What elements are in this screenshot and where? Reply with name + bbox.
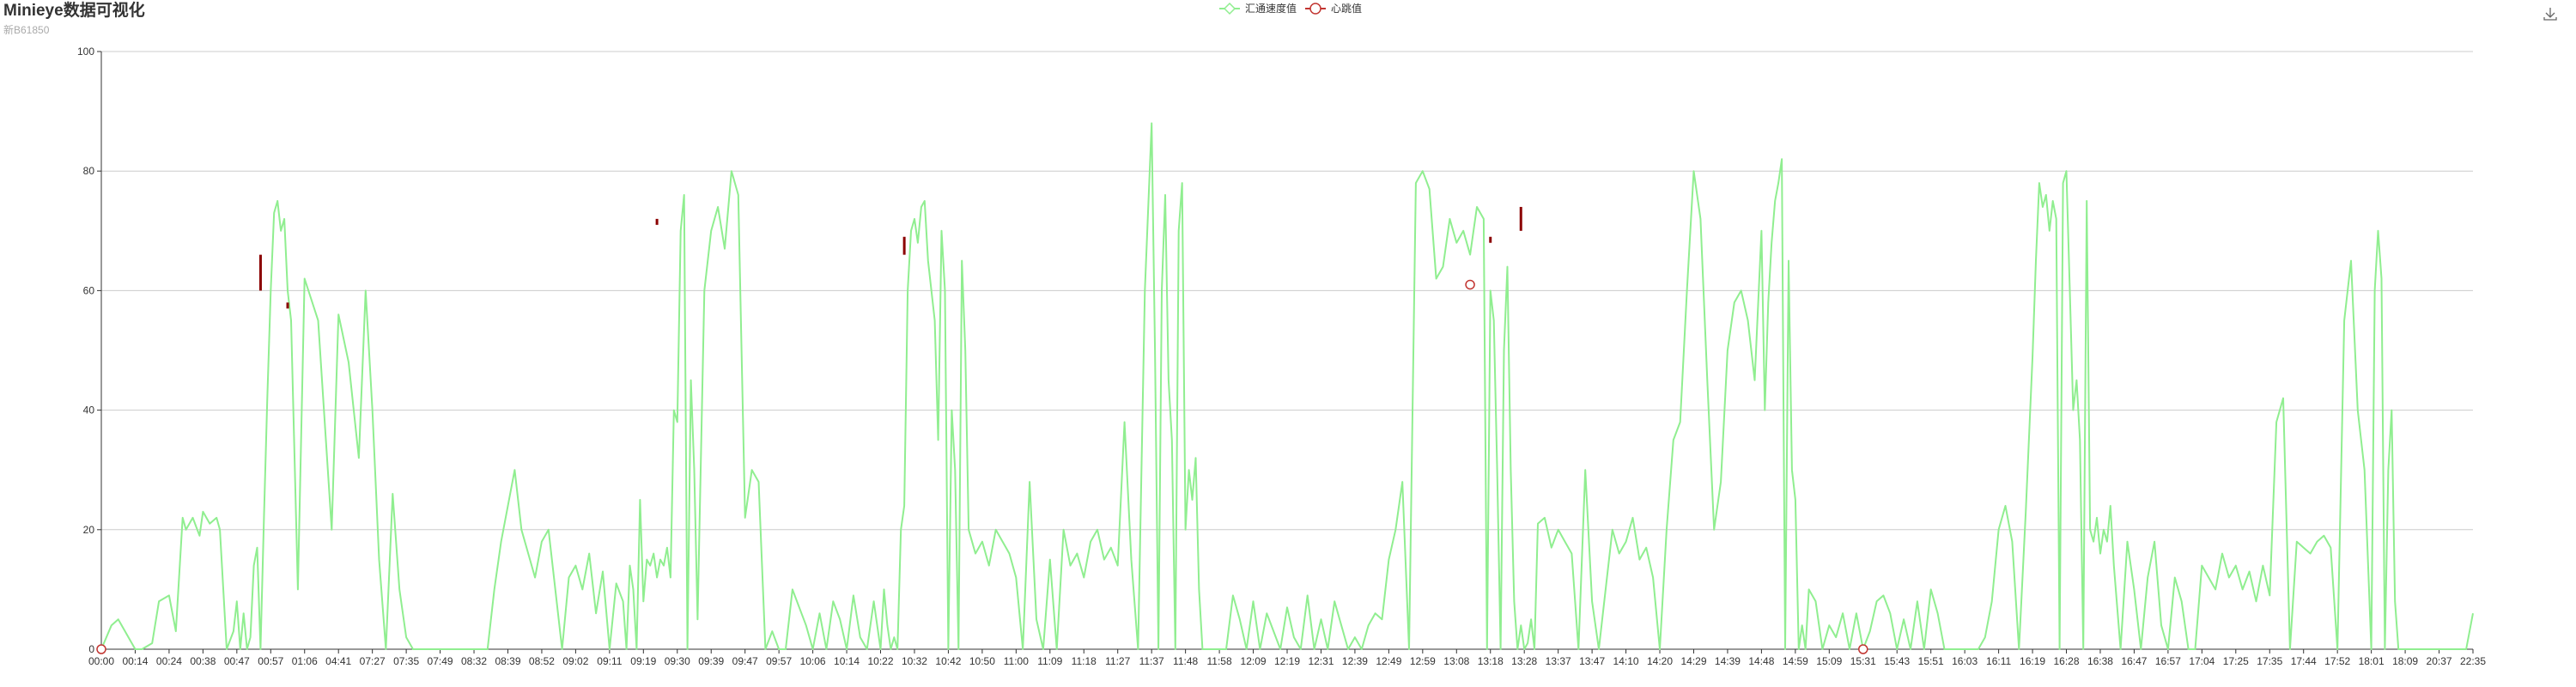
x-tick-label: 07:27 <box>360 655 386 667</box>
x-tick-label: 04:41 <box>325 655 351 667</box>
x-tick-label: 11:27 <box>1105 655 1130 667</box>
x-tick-label: 00:38 <box>190 655 216 667</box>
x-tick-label: 08:32 <box>461 655 487 667</box>
heartbeat-point <box>96 644 106 654</box>
x-tick-label: 00:57 <box>258 655 283 667</box>
x-tick-label: 08:52 <box>529 655 555 667</box>
x-tick-label: 12:31 <box>1308 655 1334 667</box>
legend-marker-speed <box>1223 2 1236 15</box>
x-tick-label: 09:02 <box>562 655 588 667</box>
x-tick-label: 07:35 <box>393 655 419 667</box>
x-tick-label: 16:47 <box>2121 655 2147 667</box>
x-tick-label: 16:19 <box>2020 655 2045 667</box>
x-tick-label: 11:48 <box>1173 655 1198 667</box>
x-tick-label: 09:19 <box>630 655 656 667</box>
legend-label-heartbeat: 心跳值 <box>1331 2 1362 15</box>
x-tick-label: 01:06 <box>292 655 318 667</box>
chart-title: Minieye数据可视化 <box>3 2 145 20</box>
x-tick-label: 11:37 <box>1139 655 1164 667</box>
download-icon-glyph <box>2543 8 2557 21</box>
x-tick-label: 16:57 <box>2155 655 2181 667</box>
x-tick-label: 12:59 <box>1410 655 1436 667</box>
heartbeat-point <box>1858 644 1868 654</box>
x-tick-label: 10:22 <box>867 655 893 667</box>
download-icon[interactable] <box>2542 5 2559 22</box>
x-tick-label: 00:14 <box>122 655 148 667</box>
series-line-speed <box>100 122 2474 650</box>
x-tick-label: 07:49 <box>428 655 453 667</box>
x-tick-label: 17:44 <box>2291 655 2317 667</box>
x-tick-label: 17:04 <box>2189 655 2215 667</box>
y-tick-label: 100 <box>77 46 94 58</box>
x-tick-label: 11:09 <box>1037 655 1062 667</box>
y-tick-label: 40 <box>83 404 95 416</box>
x-tick-label: 14:39 <box>1715 655 1741 667</box>
x-tick-label: 10:32 <box>902 655 927 667</box>
x-tick-label: 10:14 <box>834 655 860 667</box>
x-tick-label: 13:37 <box>1546 655 1571 667</box>
x-tick-label: 14:48 <box>1748 655 1774 667</box>
x-tick-label: 16:11 <box>1986 655 2011 667</box>
x-tick-label: 17:35 <box>2257 655 2282 667</box>
x-tick-label: 12:39 <box>1342 655 1368 667</box>
x-tick-label: 10:06 <box>800 655 826 667</box>
x-tick-label: 20:37 <box>2427 655 2452 667</box>
x-tick-label: 15:31 <box>1850 655 1876 667</box>
x-tick-label: 14:29 <box>1680 655 1706 667</box>
x-tick-label: 15:09 <box>1816 655 1842 667</box>
x-tick-label: 08:39 <box>495 655 520 667</box>
y-tick-label: 0 <box>88 643 94 655</box>
x-tick-label: 11:00 <box>1004 655 1029 667</box>
x-tick-label: 10:42 <box>935 655 961 667</box>
x-tick-label: 12:09 <box>1241 655 1267 667</box>
x-tick-label: 09:39 <box>698 655 724 667</box>
x-tick-label: 18:01 <box>2359 655 2385 667</box>
x-tick-label: 22:35 <box>2460 655 2486 667</box>
x-tick-label: 17:25 <box>2223 655 2249 667</box>
x-tick-label: 15:51 <box>1918 655 1944 667</box>
x-tick-label: 00:00 <box>88 655 114 667</box>
x-tick-label: 13:08 <box>1443 655 1469 667</box>
x-tick-label: 12:49 <box>1376 655 1401 667</box>
x-tick-label: 12:19 <box>1274 655 1300 667</box>
x-tick-label: 09:57 <box>766 655 792 667</box>
x-tick-label: 11:18 <box>1072 655 1097 667</box>
x-tick-label: 09:47 <box>732 655 758 667</box>
x-tick-label: 09:30 <box>665 655 690 667</box>
x-tick-label: 00:47 <box>224 655 250 667</box>
title-block: Minieye数据可视化 新B61850 <box>3 0 145 37</box>
x-tick-label: 16:03 <box>1952 655 1978 667</box>
x-tick-label: 15:43 <box>1884 655 1910 667</box>
x-tick-label: 13:18 <box>1478 655 1504 667</box>
legend-marker-heartbeat <box>1309 3 1321 15</box>
x-tick-label: 14:59 <box>1783 655 1808 667</box>
x-tick-label: 11:58 <box>1207 655 1232 667</box>
x-tick-label: 14:20 <box>1647 655 1673 667</box>
legend-label-speed: 汇通速度值 <box>1245 2 1297 15</box>
y-tick-label: 20 <box>83 524 95 536</box>
x-tick-label: 14:10 <box>1613 655 1639 667</box>
x-tick-label: 16:38 <box>2087 655 2113 667</box>
y-tick-label: 60 <box>83 284 95 296</box>
x-tick-label: 17:52 <box>2324 655 2350 667</box>
x-tick-label: 18:09 <box>2392 655 2418 667</box>
chart-subtitle: 新B61850 <box>3 24 50 36</box>
x-tick-label: 00:24 <box>156 655 182 667</box>
x-tick-label: 13:47 <box>1579 655 1605 667</box>
x-tick-label: 13:28 <box>1511 655 1537 667</box>
y-tick-label: 80 <box>83 165 95 177</box>
x-tick-label: 16:28 <box>2053 655 2079 667</box>
x-tick-label: 09:11 <box>597 655 622 667</box>
x-tick-label: 10:50 <box>969 655 995 667</box>
heartbeat-point <box>1465 279 1475 290</box>
